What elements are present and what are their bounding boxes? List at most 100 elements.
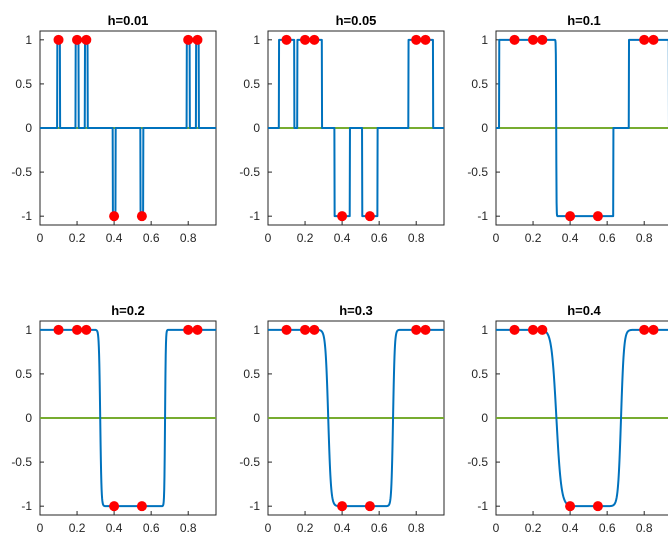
x-tick-label: 0 xyxy=(37,521,44,535)
data-point xyxy=(72,34,83,45)
x-tick-label: 0.6 xyxy=(143,231,160,245)
y-tick-label: -0.5 xyxy=(467,165,488,179)
x-tick-label: 0 xyxy=(265,521,272,535)
data-point xyxy=(81,34,92,45)
y-tick-label: 0.5 xyxy=(243,367,260,381)
y-tick-label: 1 xyxy=(253,323,260,337)
y-tick-label: 1 xyxy=(25,33,32,47)
y-tick-label: -0.5 xyxy=(11,455,32,469)
panel-title: h=0.3 xyxy=(339,303,373,318)
data-point xyxy=(565,501,576,512)
y-tick-label: 0 xyxy=(25,121,32,135)
x-tick-label: 0 xyxy=(265,231,272,245)
panel-title: h=0.4 xyxy=(567,303,601,318)
panel-title: h=0.01 xyxy=(108,13,149,28)
x-tick-label: 0.6 xyxy=(143,521,160,535)
data-point xyxy=(337,211,348,222)
data-point xyxy=(592,211,603,222)
y-tick-label: 0.5 xyxy=(15,367,32,381)
x-tick-label: 0.2 xyxy=(525,231,542,245)
y-tick-label: 0 xyxy=(253,411,260,425)
y-tick-label: -1 xyxy=(249,209,260,223)
x-tick-label: 0.4 xyxy=(334,521,351,535)
y-tick-label: -0.5 xyxy=(467,455,488,469)
panel-title: h=0.2 xyxy=(111,303,145,318)
x-tick-label: 0.8 xyxy=(636,231,653,245)
x-tick-label: 0.6 xyxy=(371,231,388,245)
x-tick-label: 0.4 xyxy=(334,231,351,245)
y-tick-label: -1 xyxy=(477,209,488,223)
data-point xyxy=(192,34,203,45)
data-point xyxy=(183,34,194,45)
data-point xyxy=(72,324,83,335)
x-tick-label: 0.2 xyxy=(69,231,86,245)
y-tick-label: 0 xyxy=(25,411,32,425)
x-tick-label: 0 xyxy=(37,231,44,245)
x-tick-label: 0.8 xyxy=(408,231,425,245)
data-point xyxy=(592,501,603,512)
x-tick-label: 0.4 xyxy=(562,521,579,535)
panel-6: h=0.4 1 0.5 0 -0.5 -1 0 0.2 0.4 0.6 0.8 xyxy=(467,303,668,535)
x-tick-label: 0.6 xyxy=(599,521,616,535)
panel-title: h=0.1 xyxy=(567,13,601,28)
signal-line xyxy=(39,38,217,218)
y-tick-label: 1 xyxy=(253,33,260,47)
data-point xyxy=(364,501,375,512)
x-tick-label: 0.8 xyxy=(408,521,425,535)
y-tick-label: 0.5 xyxy=(471,77,488,91)
data-point xyxy=(509,324,520,335)
data-point xyxy=(648,34,659,45)
panel-1: h=0.01 1 0.5 0 -0.5 -1 0 0.2 0.4 0.6 0.8 xyxy=(11,13,217,245)
data-point xyxy=(648,324,659,335)
data-point xyxy=(281,34,292,45)
panel-4: h=0.2 1 0.5 0 -0.5 -1 0 0.2 0.4 0.6 0.8 xyxy=(11,303,217,535)
x-tick-label: 0.2 xyxy=(69,521,86,535)
data-point xyxy=(53,34,64,45)
x-tick-label: 0.2 xyxy=(525,521,542,535)
x-tick-label: 0.8 xyxy=(636,521,653,535)
data-point xyxy=(420,34,431,45)
y-tick-label: 1 xyxy=(481,323,488,337)
y-tick-label: -0.5 xyxy=(239,455,260,469)
y-tick-label: 1 xyxy=(25,323,32,337)
data-point xyxy=(109,501,120,512)
data-point xyxy=(109,211,120,222)
x-tick-label: 0.2 xyxy=(297,231,314,245)
y-tick-label: -1 xyxy=(477,499,488,513)
y-tick-label: 0.5 xyxy=(471,367,488,381)
x-tick-label: 0.4 xyxy=(106,231,123,245)
y-tick-label: 0 xyxy=(481,121,488,135)
x-tick-label: 0.2 xyxy=(297,521,314,535)
y-tick-label: -1 xyxy=(249,499,260,513)
y-tick-label: -0.5 xyxy=(11,165,32,179)
y-tick-label: -1 xyxy=(21,209,32,223)
data-point xyxy=(509,34,520,45)
x-tick-label: 0.4 xyxy=(562,231,579,245)
data-point xyxy=(300,324,311,335)
y-tick-label: 0 xyxy=(481,411,488,425)
data-point xyxy=(565,211,576,222)
data-point xyxy=(364,211,375,222)
data-point xyxy=(528,34,539,45)
x-tick-label: 0 xyxy=(493,521,500,535)
y-tick-label: 0.5 xyxy=(15,77,32,91)
y-tick-label: 0.5 xyxy=(243,77,260,91)
y-tick-label: 0 xyxy=(253,121,260,135)
data-point xyxy=(337,501,348,512)
panel-title: h=0.05 xyxy=(336,13,377,28)
data-point xyxy=(639,34,650,45)
data-point xyxy=(183,324,194,335)
x-tick-label: 0.8 xyxy=(180,231,197,245)
data-point xyxy=(528,324,539,335)
data-point xyxy=(309,34,320,45)
x-tick-label: 0.6 xyxy=(371,521,388,535)
x-tick-label: 0 xyxy=(493,231,500,245)
data-point xyxy=(53,324,64,335)
panel-5: h=0.3 1 0.5 0 -0.5 -1 0 0.2 0.4 0.6 0.8 xyxy=(239,303,445,535)
data-point xyxy=(136,501,147,512)
panel-3: h=0.1 1 0.5 0 -0.5 -1 0 0.2 0.4 0.6 0.8 xyxy=(467,13,668,245)
data-point xyxy=(420,324,431,335)
y-tick-label: 1 xyxy=(481,33,488,47)
data-point xyxy=(192,324,203,335)
